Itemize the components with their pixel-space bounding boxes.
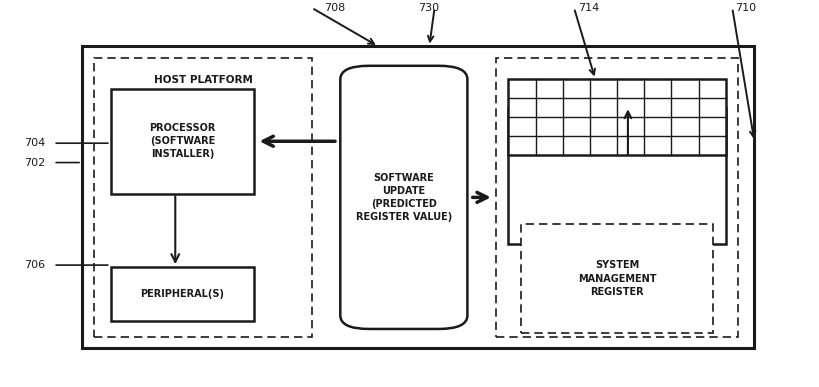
Text: SOFTWARE
UPDATE
(PREDICTED
REGISTER VALUE): SOFTWARE UPDATE (PREDICTED REGISTER VALU…	[355, 173, 451, 222]
Text: 714: 714	[577, 3, 599, 13]
Bar	[508, 108, 725, 244]
Bar	[94, 58, 311, 337]
Text: SECURE SOFTWARE UPDATE
CIRCUITRY: SECURE SOFTWARE UPDATE CIRCUITRY	[540, 128, 693, 151]
Text: 704: 704	[24, 138, 45, 148]
Bar	[508, 79, 725, 155]
Text: PROCESSOR
(SOFTWARE
INSTALLER): PROCESSOR (SOFTWARE INSTALLER)	[149, 123, 215, 159]
Bar	[111, 267, 254, 321]
Text: PERIPHERAL(S): PERIPHERAL(S)	[140, 289, 224, 299]
Bar	[495, 58, 737, 337]
Bar	[82, 46, 753, 348]
Text: 710: 710	[734, 3, 755, 13]
Text: HOST PLATFORM: HOST PLATFORM	[153, 75, 252, 86]
Bar	[111, 89, 254, 194]
Text: 706: 706	[24, 260, 45, 270]
Text: SYSTEM
MANAGEMENT
REGISTER: SYSTEM MANAGEMENT REGISTER	[577, 260, 655, 297]
Text: 708: 708	[324, 3, 345, 13]
Text: 702: 702	[24, 158, 45, 168]
FancyBboxPatch shape	[340, 66, 467, 329]
Bar	[520, 224, 713, 333]
Text: 730: 730	[418, 3, 439, 13]
